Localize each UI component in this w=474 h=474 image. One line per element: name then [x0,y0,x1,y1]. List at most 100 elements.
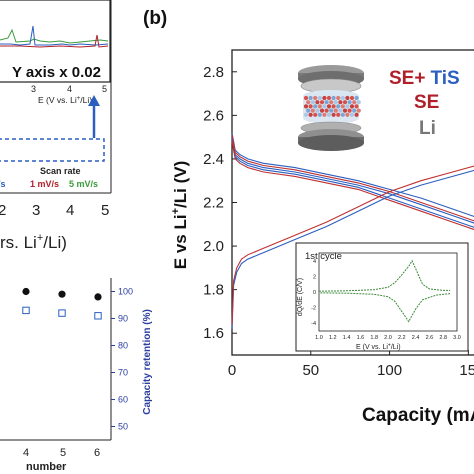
cell-particle [322,112,327,117]
cell-particle [308,104,313,109]
panel-c-yticks: 100 90 80 70 60 50 [111,287,133,432]
panel-a-cv-red [0,34,109,48]
inset-x-tick-label: 1.0 [315,335,323,341]
panel-c-ytick-label: 50 [118,422,128,432]
inset-xlabel: E (V vs. Li+/Li) [356,343,401,352]
cell-particle [329,108,334,113]
series-line-discharge [231,137,474,224]
inset-plot-frame [318,252,458,332]
panel-b-label: (b) [143,8,167,29]
cell-particle [308,112,313,117]
dqde-inset: 1st cycle dQ/dE (C/V) 1.0 1.2 1.4 1.6 1.8 2.0… [295,242,469,352]
cell-particle [333,100,338,105]
panel-c-marks [22,287,102,320]
y-tick-label: 1.6 [203,325,224,342]
inset-title: 1st cycle [305,251,342,262]
inset-x-tick-label: 2.0 [384,335,392,341]
panel-a-inner-frame [0,0,111,83]
series-line-discharge [231,132,474,217]
cell-particle [349,95,355,101]
y-tick-label: 2.2 [203,195,224,212]
panel-c-point-filled [58,290,66,298]
series-line-discharge [231,141,474,231]
panel-c-point-filled [94,293,102,301]
inset-x-tick-label: 1.8 [370,335,378,341]
inset-y-tick-label: 0 [313,290,316,296]
cell-particle [342,108,348,113]
series-line-discharge [231,134,474,222]
y-tick-label: 2.6 [203,107,224,124]
cell-particle [338,100,343,105]
x-tick-label: 50 [302,362,319,379]
panel-a-arrow-head [88,95,100,106]
cell-particle [345,95,350,101]
cell-particle [354,112,359,117]
panel-a-cv-blue [0,25,109,46]
inset-x-tick-label: 2.2 [398,335,406,341]
cell-particle [322,95,327,101]
cell-legend: SE+ TiS SE Li [389,68,460,139]
panel-a-outer-xtick: 4 [66,202,74,219]
legend-se: SE [414,92,439,113]
x-tick-label: 15 [459,362,474,379]
x-tick-label: 100 [377,362,402,379]
inset-x-tick-label: 3.0 [453,335,461,341]
panel-c-point-open [22,306,30,315]
inset-y-tick-label: -4 [311,321,316,327]
cell-particle [340,95,345,101]
panel-a-scan-rate-label: Scan rate [40,166,81,176]
panel-c-point-open [58,309,66,317]
inset-x-tick-label: 1.4 [343,335,351,341]
panel-a-outer-xtick: 3 [32,202,40,219]
inset-x-tick-label: 1.2 [329,335,337,341]
cell-particle [313,104,318,109]
cell-particle [313,95,318,101]
panel-a-rate: 1 mV/s [30,179,59,189]
inset-x-tick-label: 2.8 [439,335,447,341]
panel-c-xtick: 5 [60,447,66,459]
panel-c-ytick-label: 60 [118,395,128,405]
inset-ticks: 1.0 1.2 1.4 1.6 1.8 2.0 2.2 2.4 2.6 2.8 3.0 4 2 0 -2 -4 [311,259,461,341]
inset-x-tick-label: 2.6 [426,335,434,341]
inset-background [295,242,469,352]
panel-a-outer-xtick: 2 [0,202,6,219]
cell-particle [306,100,311,105]
panel-b-plot-frame [231,49,474,356]
cell-particle [354,104,359,109]
panel-a-inner-xlabel: E (V vs. Li+/Li) [38,95,92,105]
cell-bottom-cap-base [298,135,364,151]
panel-c-ytick-label: 90 [118,314,128,324]
cell-particle [340,104,345,109]
cell-particle [336,95,341,101]
cell-particle [313,112,318,117]
panel-a-rate: 5 mV/s [69,179,98,189]
cell-illustration [298,65,364,151]
inset-ylabel: dQ/dE (C/V) [297,278,304,316]
cell-particle [347,100,352,105]
cell-particle [345,112,350,117]
inset-y-tick-label: 4 [313,259,316,265]
cell-particle [356,108,361,113]
panel-c-fragment: 100 90 80 70 60 50 Capacity retention (%) 4 5… [0,278,153,473]
cell-particle [331,95,336,101]
cell-particle [303,95,309,101]
cell-particle [338,108,343,113]
inset-lines [318,259,451,323]
cell-particle [342,100,348,105]
legend-li: Li [419,118,436,139]
panel-c-xtick: 4 [23,447,29,459]
cell-particle [349,112,355,117]
series-line-charge [231,169,474,329]
inset-x-tick-label: 2.4 [412,335,420,341]
panel-a-outer-xtick: 5 [101,202,109,219]
cell-particle [336,104,341,109]
cell-particle [352,108,357,113]
cell-particle [324,108,329,113]
panel-a-cv-green [0,28,109,44]
cell-particle [317,104,322,109]
panel-b: (b) E vs Li+/Li (V) 1.6 1.8 2.0 2.2 2.4 2.6 2.… [143,8,474,426]
panel-c-ytick-label: 80 [118,341,128,351]
cell-particle [347,108,352,113]
cell-particle [308,95,313,101]
